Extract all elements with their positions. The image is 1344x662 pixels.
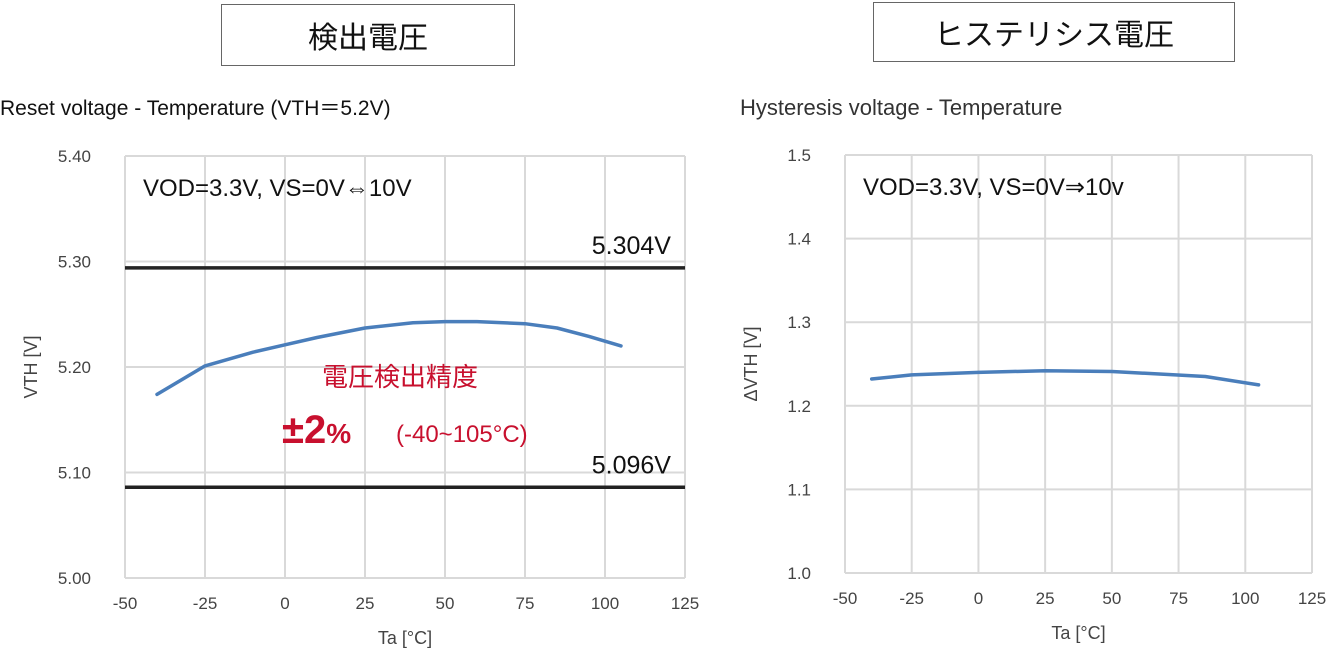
y-tick-label: 5.00 bbox=[58, 569, 91, 588]
y-tick-label: 1.0 bbox=[787, 564, 811, 583]
x-axis-label: Ta [°C] bbox=[1051, 623, 1105, 643]
accuracy-range: (-40~105°C) bbox=[396, 421, 528, 448]
header-detect-voltage: 検出電圧 bbox=[221, 4, 515, 66]
chart-title-reset-voltage: Reset voltage - Temperature (VTH＝5.2V) bbox=[0, 97, 391, 120]
y-tick-label: 1.3 bbox=[787, 313, 811, 332]
accuracy-value: ±2% bbox=[282, 408, 351, 452]
x-tick-label: 75 bbox=[1169, 589, 1188, 608]
y-tick-label: 1.4 bbox=[787, 230, 811, 249]
accuracy-label: 電圧検出精度 bbox=[322, 362, 478, 392]
y-tick-label: 5.10 bbox=[58, 464, 91, 483]
y-tick-label: 1.1 bbox=[787, 480, 811, 499]
y-tick-label: 5.40 bbox=[58, 147, 91, 166]
x-tick-label: 75 bbox=[516, 594, 535, 613]
reset-voltage-chart: -50 -25 0 25 50 75 100 125 5.00 5.10 5.20 5.30 5.40 T… bbox=[21, 147, 699, 648]
upper-limit-label: 5.304V bbox=[592, 232, 672, 260]
x-axis-label: Ta [°C] bbox=[378, 628, 432, 648]
x-tick-label: 25 bbox=[1036, 589, 1055, 608]
x-tick-label: -50 bbox=[833, 589, 858, 608]
accuracy-unit: % bbox=[326, 418, 351, 449]
x-tick-label: 50 bbox=[1102, 589, 1121, 608]
x-tick-label: -25 bbox=[193, 594, 218, 613]
hysteresis-voltage-chart: -50 -25 0 25 50 75 100 125 1.0 1.1 1.2 1.3 1.4 1.5 Ta … bbox=[741, 146, 1326, 643]
x-tick-label: -25 bbox=[899, 589, 924, 608]
accuracy-number: ±2 bbox=[282, 408, 326, 452]
condition-annotation: VOD=3.3V, VS=0V⇒10v bbox=[863, 174, 1124, 201]
chart-title-hysteresis: Hysteresis voltage - Temperature bbox=[740, 95, 1063, 120]
y-axis-label: ΔVTH [V] bbox=[741, 326, 761, 401]
y-tick-label: 1.5 bbox=[787, 146, 811, 165]
x-tick-label: 100 bbox=[591, 594, 619, 613]
y-tick-label: 1.2 bbox=[787, 397, 811, 416]
x-tick-label: 25 bbox=[356, 594, 375, 613]
condition-annotation: VOD=3.3V, VS=0V⇔10V bbox=[143, 175, 412, 202]
x-tick-label: 0 bbox=[280, 594, 289, 613]
data-series-line bbox=[155, 319, 623, 397]
y-tick-label: 5.30 bbox=[58, 253, 91, 272]
x-tick-label: 100 bbox=[1231, 589, 1259, 608]
y-tick-label: 5.20 bbox=[58, 358, 91, 377]
x-tick-label: 0 bbox=[974, 589, 983, 608]
y-axis-label: VTH [V] bbox=[21, 335, 41, 398]
x-tick-label: 50 bbox=[436, 594, 455, 613]
lower-limit-label: 5.096V bbox=[592, 451, 672, 479]
x-tick-label: -50 bbox=[113, 594, 138, 613]
x-tick-label: 125 bbox=[671, 594, 699, 613]
x-tick-label: 125 bbox=[1298, 589, 1326, 608]
data-series-line bbox=[869, 368, 1261, 387]
header-hysteresis-voltage: ヒステリシス電圧 bbox=[873, 2, 1235, 62]
